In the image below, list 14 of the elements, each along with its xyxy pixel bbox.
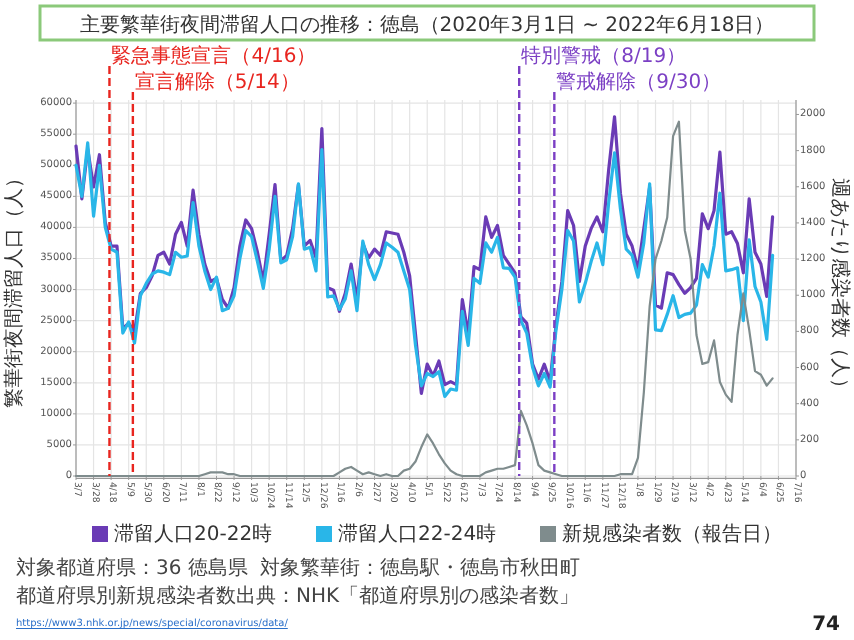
ref-line-label: 特別警戒（8/19）	[521, 44, 687, 68]
ref-line-label: 宣言解除（5/14）	[134, 70, 300, 94]
y-axis-title: 繁華街夜間滞留人口（人）	[2, 168, 26, 408]
text: 74	[812, 614, 841, 636]
text: 対象繁華街：徳島駅・徳島市秋田町	[260, 556, 580, 580]
ref-line-label: 緊急事態宣言（4/16）	[111, 44, 317, 68]
text: 対象都道府県：36 徳島県	[16, 556, 248, 580]
text: 都道府県別新規感染者数出典：NHK「都道府県別の感染者数」	[16, 584, 580, 608]
title: 主要繁華街夜間滞留人口の推移：徳島（2020年3月1日 ~ 2022年6月18日）	[79, 15, 775, 37]
ref-line-label: 警戒解除（9/30）	[556, 70, 722, 94]
legend-label: 滞留人口22-24時	[338, 522, 497, 546]
legend-label: 滞留人口20-22時	[114, 522, 273, 546]
legend-label: 新規感染者数（報告日）	[562, 522, 782, 546]
y2-axis-title: 週あたり感染者数（人）	[828, 178, 852, 398]
